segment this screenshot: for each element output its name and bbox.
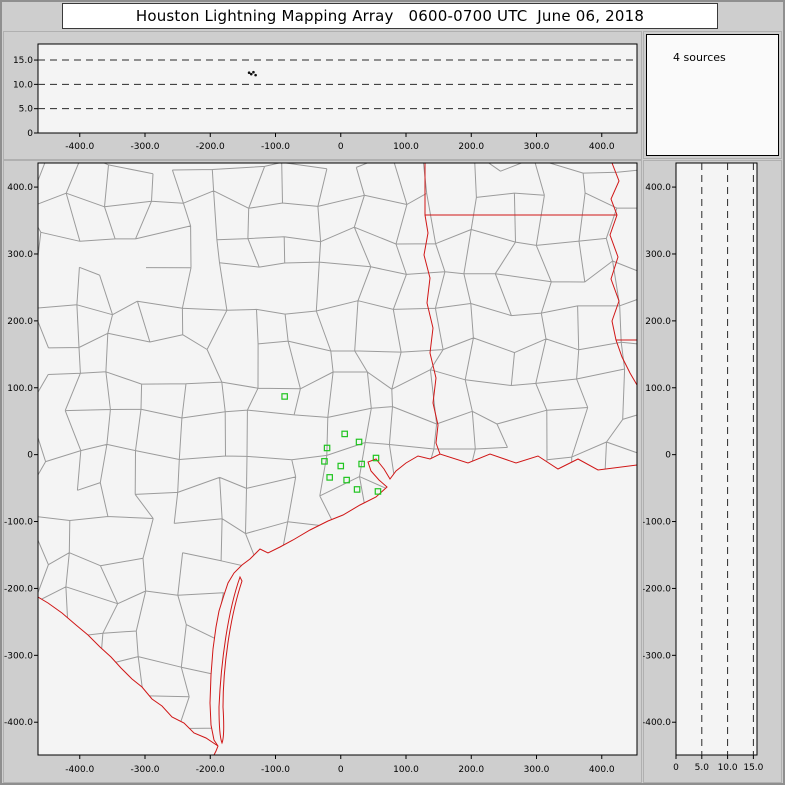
gulf-water-area — [210, 454, 637, 755]
map-x-tick-label: -200.0 — [196, 765, 225, 775]
panel-region-border — [643, 160, 782, 783]
lma-station-marker — [343, 476, 350, 484]
ns-y-tick-label: -100.0 — [643, 518, 671, 528]
lma-station-marker — [355, 438, 363, 446]
map-x-tick-label: 0 — [338, 765, 344, 775]
lma-station-marker — [326, 474, 333, 481]
lma-station-marker — [374, 488, 382, 495]
map-y-tick-label: -400.0 — [4, 718, 33, 728]
map-y-tick-label: -200.0 — [4, 584, 33, 594]
lightning-source-dot — [252, 70, 255, 74]
ew-y-tick-label: 0 — [27, 129, 33, 139]
ns-x-tick-label: 15.0 — [743, 763, 763, 773]
source-count-box: 4 sources — [646, 34, 779, 156]
ns-y-tick-label: -200.0 — [643, 584, 671, 594]
ns-x-tick-label: 0 — [673, 763, 679, 773]
ew-x-tick-label: -400.0 — [65, 142, 94, 152]
ns-y-tick-label: 0 — [665, 451, 671, 461]
ns-x-tick-label: 10.0 — [718, 763, 738, 773]
map-y-tick-label: 400.0 — [7, 183, 33, 193]
ns-altitude-plot-area[interactable] — [675, 162, 758, 756]
lightning-source-dot — [247, 71, 251, 74]
lma-station-marker — [321, 458, 328, 465]
plan-view-map-panel: -400.0 -300.0 -200.0 -100.0 0 100.0 200.0 300.0… — [3, 160, 642, 783]
lightning-source-dot — [254, 73, 257, 77]
map-y-tick-label: 100.0 — [7, 384, 33, 394]
source-count-region: 4 sources — [643, 31, 782, 159]
ew-x-tick-label: -300.0 — [131, 142, 160, 152]
ew-x-tick-label: -200.0 — [196, 142, 225, 152]
ew-x-tick-label: 0 — [338, 142, 344, 152]
source-count-label: 4 sources — [672, 51, 726, 64]
ns-y-tick-label: 300.0 — [645, 250, 671, 260]
ew-x-tick-label: 400.0 — [589, 142, 615, 152]
map-x-tick-label: 200.0 — [458, 765, 484, 775]
ns-y-tick-label: 100.0 — [645, 384, 671, 394]
ew-x-tick-label: 100.0 — [393, 142, 419, 152]
map-y-tick-label: 200.0 — [7, 317, 33, 327]
map-x-tick-label: 100.0 — [393, 765, 419, 775]
ew-x-tick-label: 300.0 — [524, 142, 550, 152]
ew-y-tick-label: 10.0 — [13, 80, 33, 90]
ew-y-tick-label: 5.0 — [19, 105, 34, 115]
map-y-tick-label: 300.0 — [7, 250, 33, 260]
lma-station-marker — [372, 454, 380, 462]
map-x-tick-label: -300.0 — [131, 765, 160, 775]
county-boundaries-layer — [38, 163, 637, 755]
title-bar: Houston Lightning Mapping Array 0600-070… — [62, 3, 718, 29]
altitude-north-south-panel: 0 5.0 10.0 15.0 400.0 300.0 200.0 100.0 0 -100.0 -… — [643, 160, 782, 783]
ns-y-tick-label: -400.0 — [643, 718, 671, 728]
lma-station-marker — [341, 430, 348, 438]
panel-region-border — [3, 31, 642, 160]
map-x-tick-label: -100.0 — [261, 765, 290, 775]
ew-x-tick-label: 200.0 — [458, 142, 484, 152]
ns-y-tick-label: -300.0 — [643, 651, 671, 661]
panel-region-border — [3, 160, 642, 783]
ew-y-tick-label: 15.0 — [13, 56, 33, 66]
lma-station-marker — [323, 444, 331, 452]
map-y-tick-label: -100.0 — [4, 518, 33, 528]
ns-y-tick-label: 200.0 — [645, 317, 671, 327]
map-x-tick-label: 300.0 — [524, 765, 550, 775]
map-y-tick-label: 0 — [27, 451, 33, 461]
mexico-area — [38, 597, 218, 755]
map-y-tick-label: -300.0 — [4, 651, 33, 661]
ew-x-tick-label: -100.0 — [261, 142, 290, 152]
map-x-tick-label: 400.0 — [589, 765, 615, 775]
ns-x-tick-label: 5.0 — [695, 763, 710, 773]
map-frame — [37, 162, 638, 756]
map-x-tick-label: -400.0 — [65, 765, 94, 775]
lma-station-marker — [353, 486, 361, 493]
lma-station-marker — [358, 460, 365, 468]
state-borders-coastline-layer — [38, 163, 637, 755]
ew-altitude-plot-area[interactable] — [37, 43, 638, 134]
page-title: Houston Lightning Mapping Array 0600-070… — [135, 7, 645, 25]
lma-station-marker — [337, 462, 345, 470]
lma-station-marker — [281, 393, 288, 400]
ns-y-tick-label: 400.0 — [645, 183, 671, 193]
altitude-east-west-panel: -400.0 -300.0 -200.0 -100.0 0 100.0 200.0 300.0… — [3, 31, 642, 160]
lightning-source-dot — [249, 72, 253, 76]
